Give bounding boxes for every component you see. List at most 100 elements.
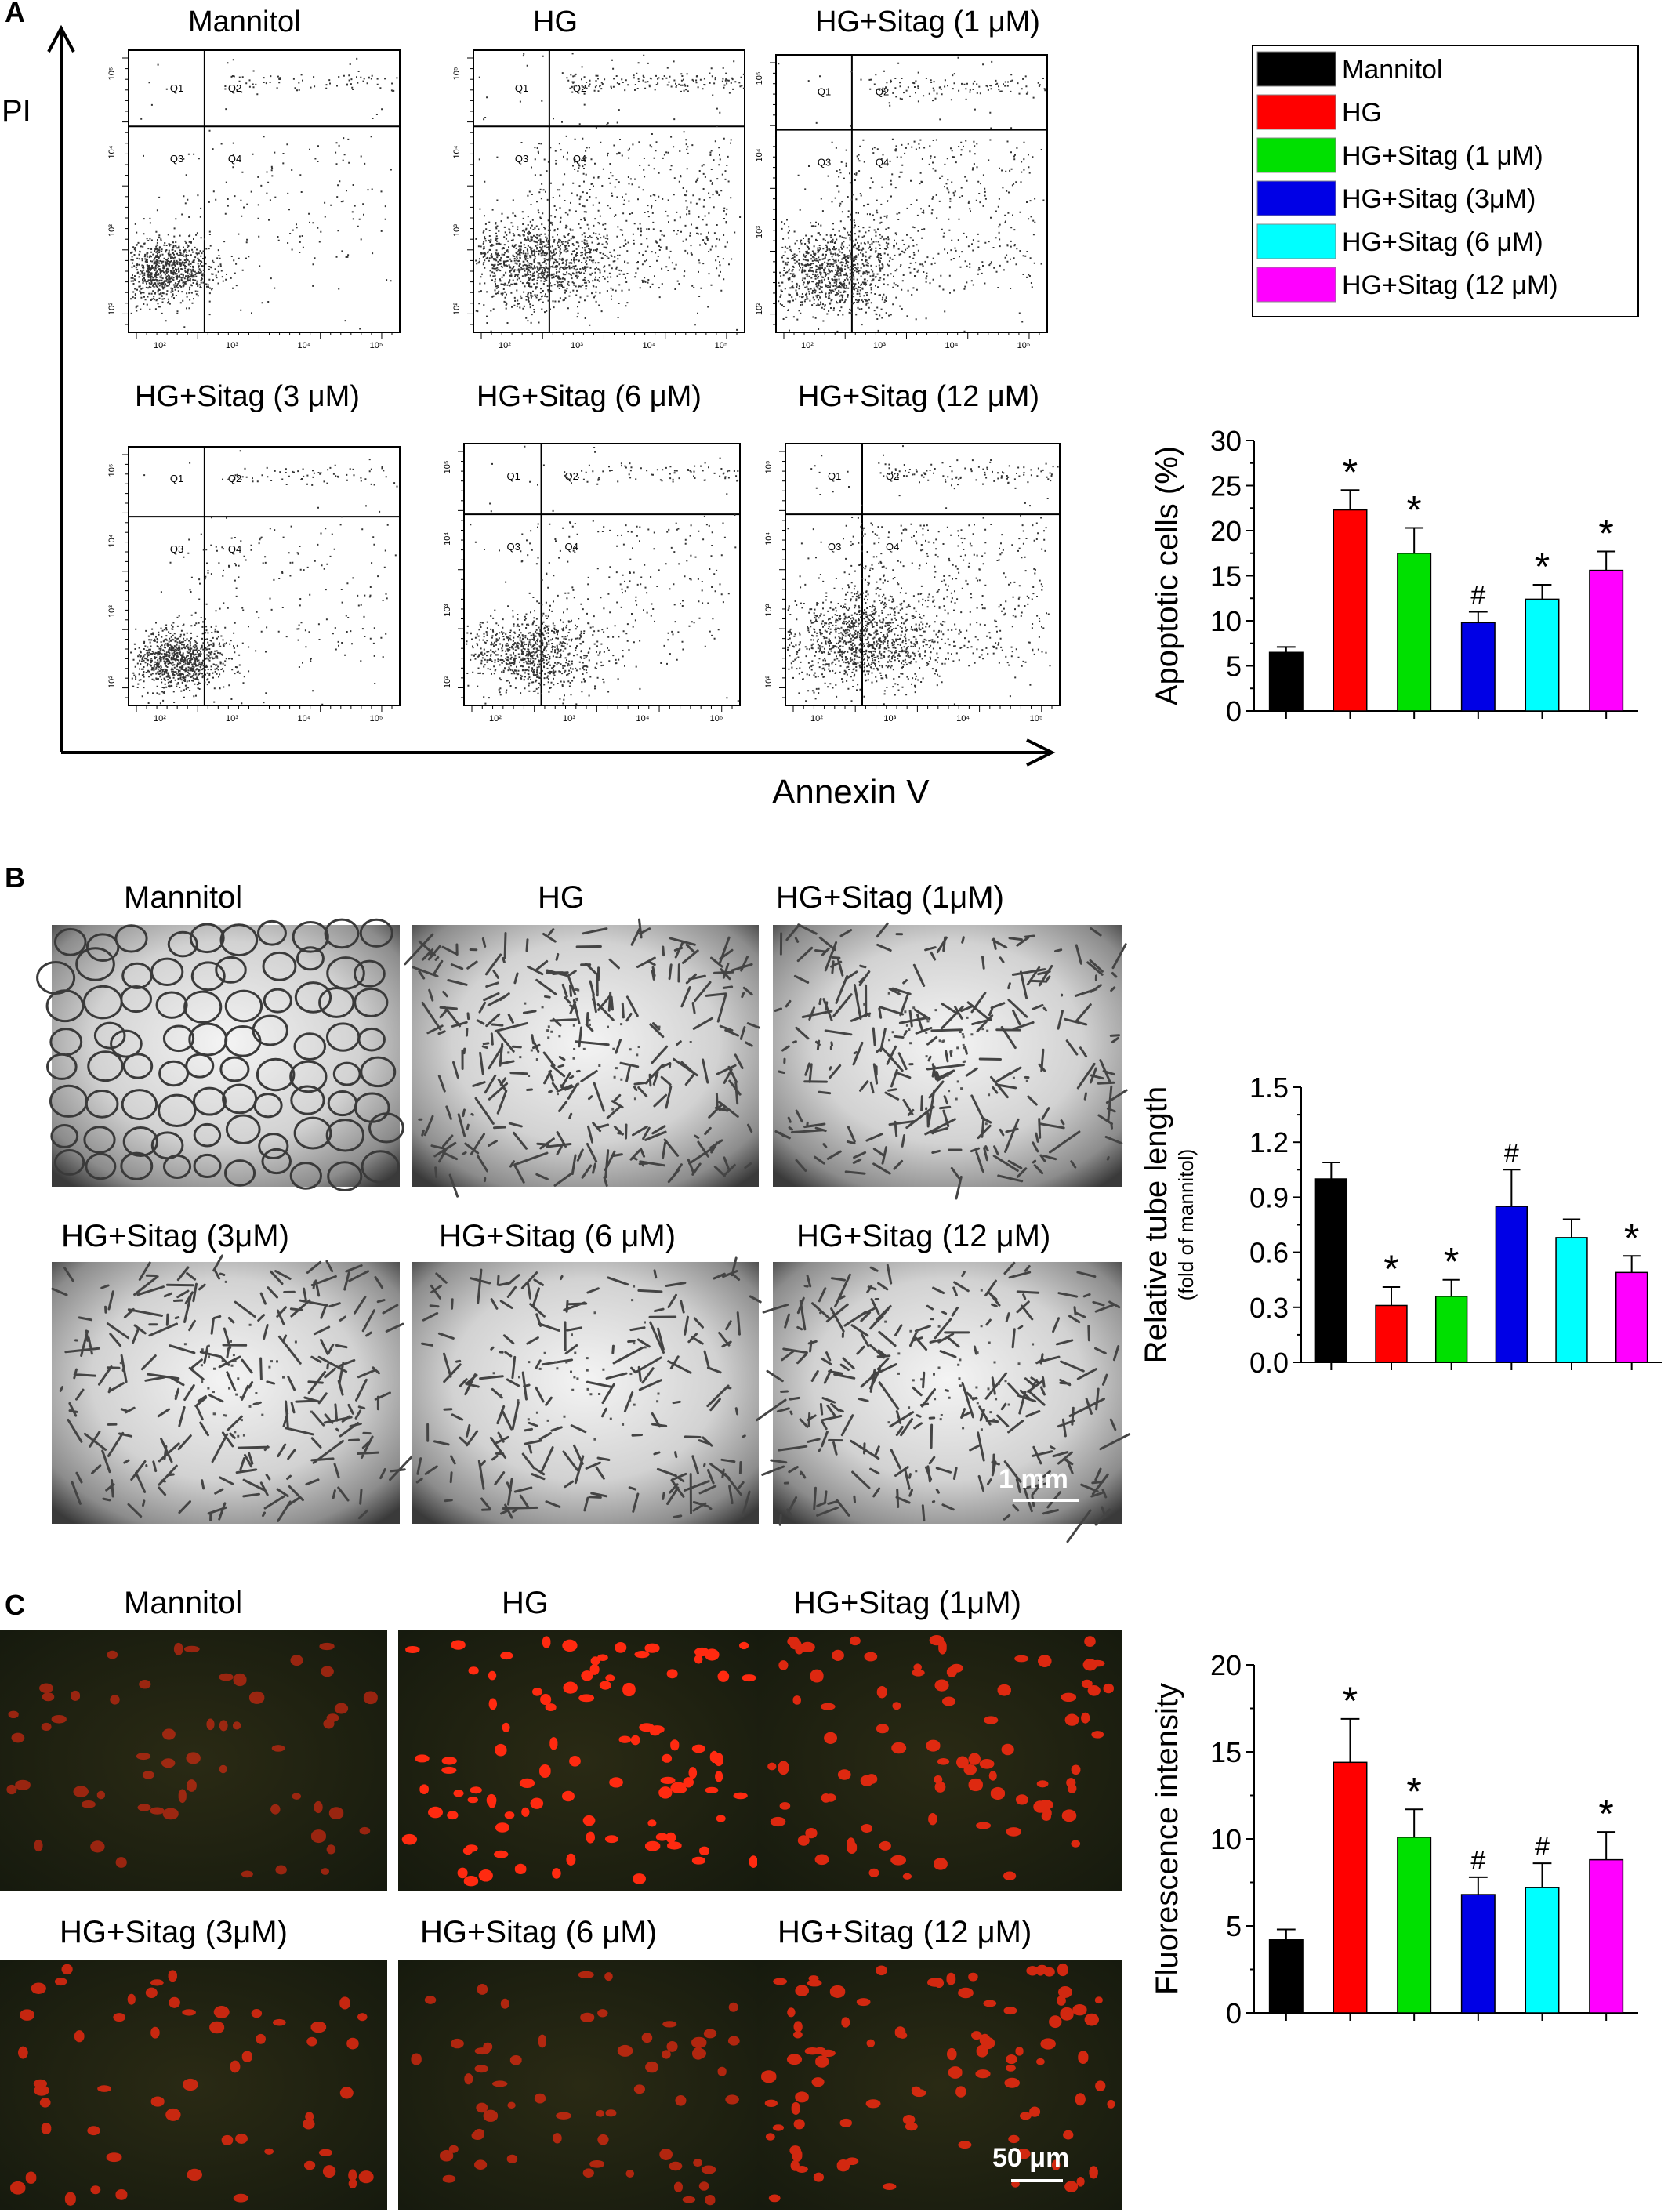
- significance-asterisk: *: [1406, 488, 1421, 532]
- bar: [1397, 1837, 1432, 2014]
- x-tick-label: 10³: [226, 714, 238, 723]
- legend-label: HG+Sitag (6 μM): [1342, 227, 1543, 257]
- x-tick-label: 10³: [873, 341, 886, 350]
- y-tick-label: 10⁴: [107, 534, 117, 547]
- bar: [1615, 1271, 1648, 1363]
- fluorescence-image-5: HG+Sitag (6 μM): [398, 1915, 763, 2210]
- y-tick-label: 10⁴: [764, 532, 774, 546]
- y-tick-label: 1.2: [1249, 1126, 1289, 1159]
- x-tick-label: 10⁵: [1017, 341, 1031, 350]
- quadrant-label: Q4: [565, 541, 578, 553]
- flow-plot-title: HG+Sitag (1 μM): [815, 5, 1040, 38]
- stained-nuclei: [6, 1642, 378, 1878]
- y-tick-label: 10⁵: [107, 67, 117, 81]
- image-title: HG+Sitag (12 μM): [778, 1915, 1032, 1949]
- x-tick-label: 10⁴: [636, 714, 650, 723]
- quadrant-label: Q3: [515, 153, 528, 165]
- tube-micrograph: [412, 1262, 759, 1524]
- quadrant-label: Q1: [515, 82, 528, 94]
- x-tick-label: 10²: [154, 714, 166, 723]
- bar: [1460, 622, 1496, 712]
- annexin-axis-label: Annexin V: [772, 773, 930, 811]
- y-tick-label: 10: [1210, 605, 1242, 637]
- flow-plot-5: HG+Sitag (6 μM) Q1 Q2 Q3 Q4 10² 10² 10³ 10³ 10⁴ 10…: [443, 380, 741, 723]
- flow-plot-title: HG+Sitag (12 μM): [798, 380, 1039, 413]
- legend-label: Mannitol: [1342, 55, 1443, 85]
- quadrant-label: Q3: [818, 157, 831, 169]
- significance-asterisk: *: [1598, 511, 1613, 555]
- fluorescence-bar-chart: 0 5 10 15 20 * * # # * Fluorescence intensity: [1150, 1649, 1638, 2029]
- image-title: HG+Sitag (12 μM): [796, 1219, 1050, 1253]
- x-tick-label: 10²: [810, 714, 823, 723]
- legend-label: HG+Sitag (1 μM): [1342, 141, 1543, 171]
- flow-plot-1: Mannitol Q1 Q2 Q3 Q4 10² 10² 10³ 10³ 10⁴ 10⁴ 10⁵ 10⁵: [107, 5, 401, 350]
- y-axis-label: Relative tube length: [1139, 1086, 1173, 1364]
- y-tick-label: 10³: [107, 605, 117, 618]
- fluorescence-images: Mannitol HG HG+Sitag (1μM) HG+Sitag (3μM) HG…: [0, 1586, 1122, 2210]
- image-title: HG+Sitag (6 μM): [439, 1219, 676, 1253]
- bar: [1314, 1178, 1348, 1363]
- tube-image-3: HG+Sitag (1μM): [773, 880, 1128, 1200]
- y-tick-label: 10²: [107, 676, 117, 688]
- x-tick-label: 10²: [801, 341, 814, 350]
- flow-plot-frame: [785, 443, 1061, 706]
- y-tick-label: 0: [1226, 695, 1242, 727]
- flow-plot-title: HG: [533, 5, 578, 38]
- fluorescence-image-3: HG+Sitag (1μM): [757, 1586, 1122, 1891]
- flow-plot-title: HG+Sitag (6 μM): [477, 380, 702, 413]
- pi-axis: PI: [2, 24, 75, 752]
- flow-plot-frame: [473, 49, 745, 333]
- cell-aggregate: [884, 1289, 1035, 1473]
- significance-hash: #: [1470, 581, 1485, 611]
- y-tick-label: 0.6: [1249, 1237, 1289, 1269]
- bar: [1397, 553, 1432, 712]
- y-tick-label: 15: [1210, 560, 1242, 593]
- image-title: Mannitol: [124, 1586, 242, 1620]
- tube-formation-images: Mannitol HG HG+Sitag (1μM) HG+Sitag (3μM) HG…: [36, 880, 1131, 1543]
- y-tick-label: 15: [1210, 1736, 1242, 1768]
- scale-bar-label: 1 mm: [999, 1464, 1068, 1494]
- y-tick-label: 10²: [443, 676, 452, 688]
- legend-swatch: [1256, 137, 1336, 173]
- tube-micrograph: [52, 925, 400, 1187]
- flow-events-scatter: [130, 450, 398, 705]
- x-tick-label: 10⁴: [298, 714, 311, 723]
- y-tick-label: 5: [1226, 1910, 1242, 1942]
- y-tick-label: 10⁴: [443, 532, 452, 546]
- y-tick-label: 0.9: [1249, 1181, 1289, 1213]
- stained-nuclei: [767, 1635, 1114, 1880]
- x-tick-label: 10⁴: [298, 341, 311, 350]
- legend-label: HG: [1342, 98, 1382, 128]
- legend-swatch: [1256, 223, 1336, 259]
- image-title: HG+Sitag (3μM): [61, 1219, 289, 1253]
- flow-events-scatter: [466, 445, 739, 705]
- tube-micrograph: [773, 1262, 1122, 1524]
- tube-image-4: HG+Sitag (3μM): [51, 1219, 423, 1524]
- significance-asterisk: *: [1343, 1679, 1358, 1723]
- image-title: HG+Sitag (3μM): [60, 1915, 288, 1949]
- image-title: HG+Sitag (1μM): [793, 1586, 1021, 1620]
- y-tick-label: 30: [1210, 425, 1242, 457]
- bar: [1375, 1304, 1408, 1363]
- image-title: Mannitol: [124, 880, 242, 915]
- stained-nuclei: [10, 1964, 374, 2206]
- cell-clusters: [415, 1256, 762, 1519]
- legend-swatch: [1256, 51, 1336, 87]
- x-tick-label: 10⁵: [370, 714, 383, 723]
- significance-asterisk: *: [1624, 1216, 1639, 1260]
- legend-swatch: [1256, 180, 1336, 216]
- legend-label: HG+Sitag (3μM): [1342, 184, 1536, 214]
- quadrant-label: Q4: [886, 541, 899, 553]
- x-tick-label: 10³: [563, 714, 575, 723]
- y-tick-label: 10²: [755, 303, 764, 315]
- y-tick-label: 10³: [764, 604, 774, 616]
- y-tick-label: 10²: [764, 676, 774, 688]
- tube-micrograph: [52, 1262, 400, 1524]
- quadrant-label: Q1: [170, 473, 183, 484]
- y-tick-label: 25: [1210, 470, 1242, 502]
- bar: [1525, 598, 1560, 712]
- y-tick-label: 5: [1226, 651, 1242, 683]
- flow-plot-frame: [128, 446, 401, 706]
- quadrant-label: Q2: [228, 473, 241, 484]
- tube-image-1: Mannitol: [36, 880, 404, 1192]
